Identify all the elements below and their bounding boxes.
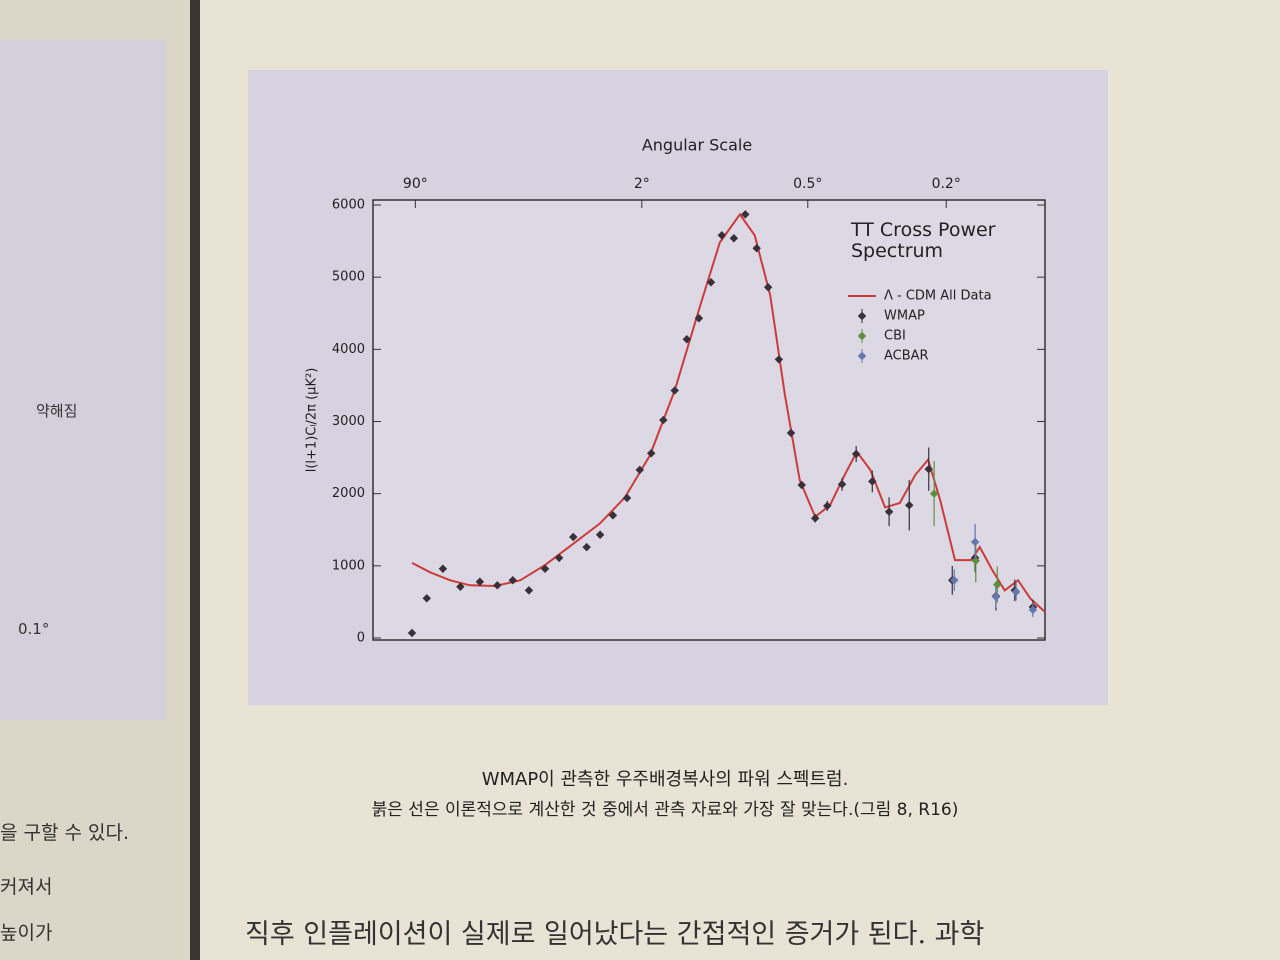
data-point [1011, 587, 1021, 597]
data-point [622, 493, 632, 503]
data-point [706, 277, 716, 287]
left-axis-label: 0.1° [18, 620, 50, 638]
data-point [635, 465, 645, 475]
data-point [569, 532, 578, 542]
caption-line: WMAP이 관측한 우주배경복사의 파워 스펙트럼. [481, 769, 849, 790]
data-point [422, 594, 432, 603]
data-point [774, 355, 784, 364]
legend-swatch [857, 311, 867, 321]
data-point [810, 513, 820, 523]
legend-label: Λ - CDM All Data [884, 289, 992, 304]
data-point [646, 449, 656, 458]
y-tick-label: 2000 [332, 486, 365, 501]
legend-label: WMAP [884, 309, 925, 324]
data-point [851, 449, 861, 459]
data-point [694, 314, 704, 323]
data-point [1028, 605, 1038, 615]
data-point [682, 334, 692, 344]
chart-annotation: TT Cross Power Spectrum [851, 219, 996, 262]
data-point [670, 386, 679, 395]
data-point [508, 576, 518, 585]
data-point [540, 564, 550, 573]
data-point [950, 576, 959, 585]
left-text: 을 구할 수 있다. [0, 822, 130, 844]
caption-line: 붉은 선은 이론적으로 계산한 것 중에서 관측 자료와 가장 잘 맞는다.(그… [371, 800, 959, 820]
y-tick-label: 6000 [332, 198, 365, 213]
y-tick-label: 1000 [332, 558, 365, 573]
data-point [582, 542, 591, 552]
data-point [608, 511, 618, 520]
data-point [905, 500, 914, 510]
data-point [868, 477, 877, 486]
y-tick-label: 0 [357, 631, 365, 646]
x-tick-label: 0.2° [932, 176, 961, 192]
data-point [884, 507, 894, 516]
legend-label: CBI [884, 329, 906, 344]
left-annotation: 약해짐 [36, 402, 78, 420]
data-point [823, 501, 832, 511]
y-axis-title: l(l+1)Cₗ/2π (μK²) [305, 368, 320, 473]
legend-label: ACBAR [884, 349, 929, 364]
x-tick-label: 2° [634, 176, 650, 192]
left-text: 커져서 [0, 876, 53, 898]
data-point [554, 553, 564, 563]
data-point [971, 556, 981, 566]
top-axis-title: Angular Scale [642, 136, 752, 155]
left-figure [0, 40, 165, 720]
y-tick-label: 5000 [332, 270, 365, 285]
legend-swatch [857, 351, 867, 361]
data-point [924, 464, 933, 474]
data-point [929, 489, 939, 498]
body-text: 직후 인플레이션이 실제로 일어났다는 간접적인 증거가 된다. 과학 [245, 919, 985, 950]
data-point [595, 530, 605, 540]
left-text: 높이가 [0, 922, 53, 944]
data-point [763, 283, 773, 292]
x-tick-label: 0.5° [793, 176, 822, 192]
y-tick-label: 3000 [332, 414, 365, 429]
data-point [970, 537, 980, 547]
data-point [797, 480, 806, 490]
plot-frame [372, 199, 1046, 641]
data-point [659, 415, 668, 425]
data-point [837, 480, 847, 489]
data-point [438, 564, 448, 573]
data-point [991, 592, 1001, 602]
data-point [407, 628, 417, 638]
data-point [456, 582, 465, 592]
data-point [493, 581, 502, 590]
data-point [475, 577, 485, 586]
x-tick-label: 90° [403, 176, 428, 192]
data-point [786, 428, 796, 438]
data-point [524, 586, 534, 595]
y-tick-label: 4000 [332, 342, 365, 357]
data-point [993, 580, 1002, 589]
legend-swatch [857, 331, 867, 341]
